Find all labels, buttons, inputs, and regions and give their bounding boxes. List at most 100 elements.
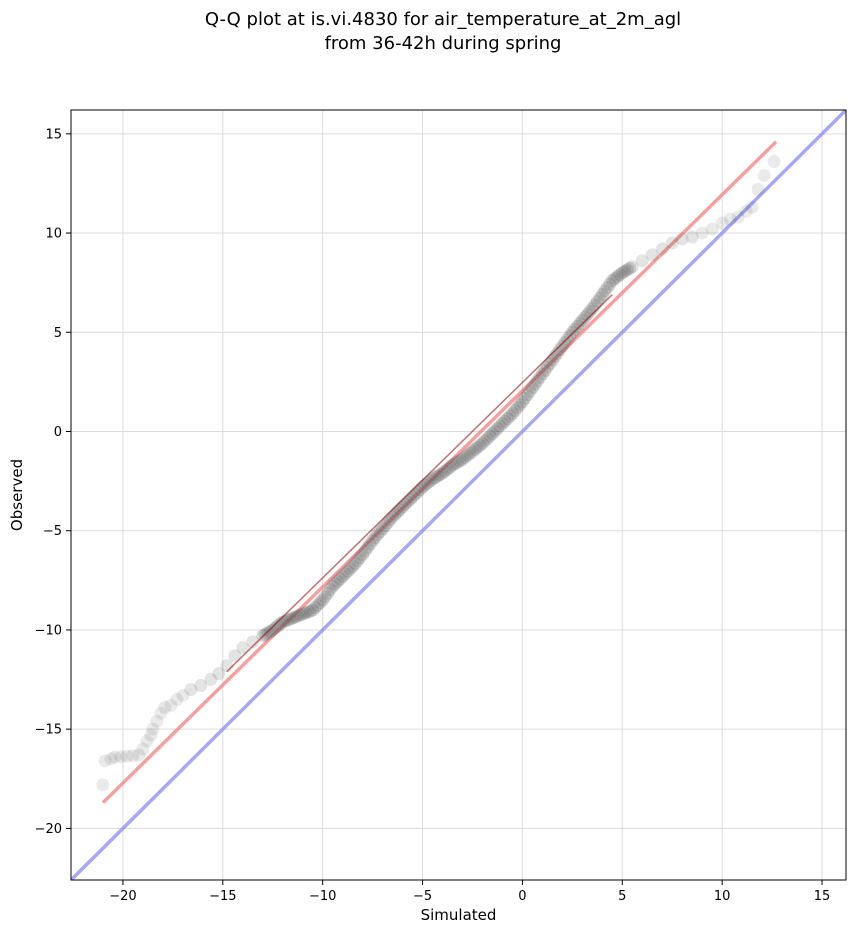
quantile-point (745, 200, 759, 214)
fit-line (101, 140, 778, 804)
quantile-point (150, 714, 164, 728)
quantile-point (767, 155, 781, 169)
quantile-point (553, 343, 567, 357)
quantile-point (613, 268, 627, 282)
quantile-point (268, 621, 282, 635)
quantile-point (538, 363, 552, 377)
quantile-point (505, 407, 519, 421)
quantile-point (558, 336, 572, 350)
quantile-point (371, 528, 385, 542)
quantile-point (421, 476, 435, 490)
quantile-point (513, 398, 527, 412)
quantile-point (695, 226, 709, 240)
quantile-point (518, 391, 532, 405)
quantile-point (158, 700, 172, 714)
quantile-point (540, 360, 554, 374)
quantile-point (608, 272, 622, 286)
quantile-point (478, 434, 492, 448)
quantile-point (543, 357, 557, 371)
quantile-point (493, 419, 507, 433)
x-tick-label: −20 (109, 889, 136, 904)
quantile-point (623, 261, 637, 275)
quantile-point (523, 384, 537, 398)
quantile-point (565, 325, 579, 339)
quantile-point (286, 611, 300, 625)
identity-line (71, 110, 846, 880)
x-axis-label: Simulated (421, 906, 497, 924)
quantile-point (510, 401, 524, 415)
quantile-point (361, 541, 375, 555)
quantile-point (620, 263, 634, 277)
reference-lines (71, 110, 846, 880)
quantile-point (321, 586, 335, 600)
quantile-point (550, 346, 564, 360)
quantile-point (615, 266, 629, 280)
quantile-point (303, 604, 317, 618)
y-axis-label: Observed (8, 459, 26, 531)
quantile-point (293, 608, 307, 622)
quantile-point (318, 590, 332, 604)
quantile-point (273, 617, 287, 631)
quantile-points (96, 155, 781, 792)
quantile-point (104, 752, 118, 766)
quantile-point (593, 291, 607, 305)
quantile-point (610, 270, 624, 284)
quantile-point (590, 295, 604, 309)
quantile-point (598, 284, 612, 298)
quantile-point (715, 216, 729, 230)
x-tick-label: 15 (814, 889, 831, 904)
quantile-point (533, 370, 547, 384)
quantile-point (443, 460, 457, 474)
chart-title: Q-Q plot at is.vi.4830 for air_temperatu… (0, 8, 854, 56)
quantile-point (381, 516, 395, 530)
quantile-point (308, 601, 322, 615)
quantile-point (757, 168, 771, 182)
quantile-point (170, 692, 184, 706)
quantile-point (306, 603, 320, 617)
quantile-point (535, 367, 549, 381)
quantile-point (465, 444, 479, 458)
quantile-point (356, 548, 370, 562)
quantile-point (333, 572, 347, 586)
quantile-point (568, 322, 582, 336)
quantile-point (276, 615, 290, 629)
quantile-point (336, 569, 350, 583)
quantile-point (731, 210, 745, 224)
quantile-point (503, 409, 517, 423)
x-tick-label: 10 (714, 889, 731, 904)
quantile-point (530, 374, 544, 388)
y-tick-label: 10 (45, 227, 62, 242)
quantile-point (323, 583, 337, 597)
quantile-point (228, 649, 242, 663)
quantile-point (291, 609, 305, 623)
quantile-point (520, 388, 534, 402)
y-tick-label: −20 (35, 822, 62, 837)
quantile-point (132, 748, 146, 762)
quantile-point (675, 232, 689, 246)
quantile-point (575, 313, 589, 327)
quantile-point (316, 593, 330, 607)
quantile-point (266, 623, 280, 637)
quantile-point (348, 556, 362, 570)
plot-frame (70, 109, 847, 881)
quantile-point (455, 452, 469, 466)
quantile-point (184, 682, 198, 696)
quantile-point (463, 446, 477, 460)
y-tick-label: 15 (45, 127, 62, 142)
y-tick-label: 5 (54, 326, 62, 341)
quantile-point (480, 431, 494, 445)
quantile-point (246, 635, 260, 649)
quantile-point (603, 277, 617, 291)
quantile-point (468, 442, 482, 456)
quantile-point (328, 577, 342, 591)
quantile-point (288, 610, 302, 624)
quantile-point (446, 458, 460, 472)
x-tick-label: 5 (618, 889, 626, 904)
quantile-point (383, 513, 397, 527)
quantile-point (751, 182, 765, 196)
quantile-point (618, 264, 632, 278)
quantile-point (236, 641, 250, 655)
chart-title-line-2: from 36-42h during spring (324, 33, 562, 54)
quantile-point (528, 377, 542, 391)
quantile-point (313, 596, 327, 610)
